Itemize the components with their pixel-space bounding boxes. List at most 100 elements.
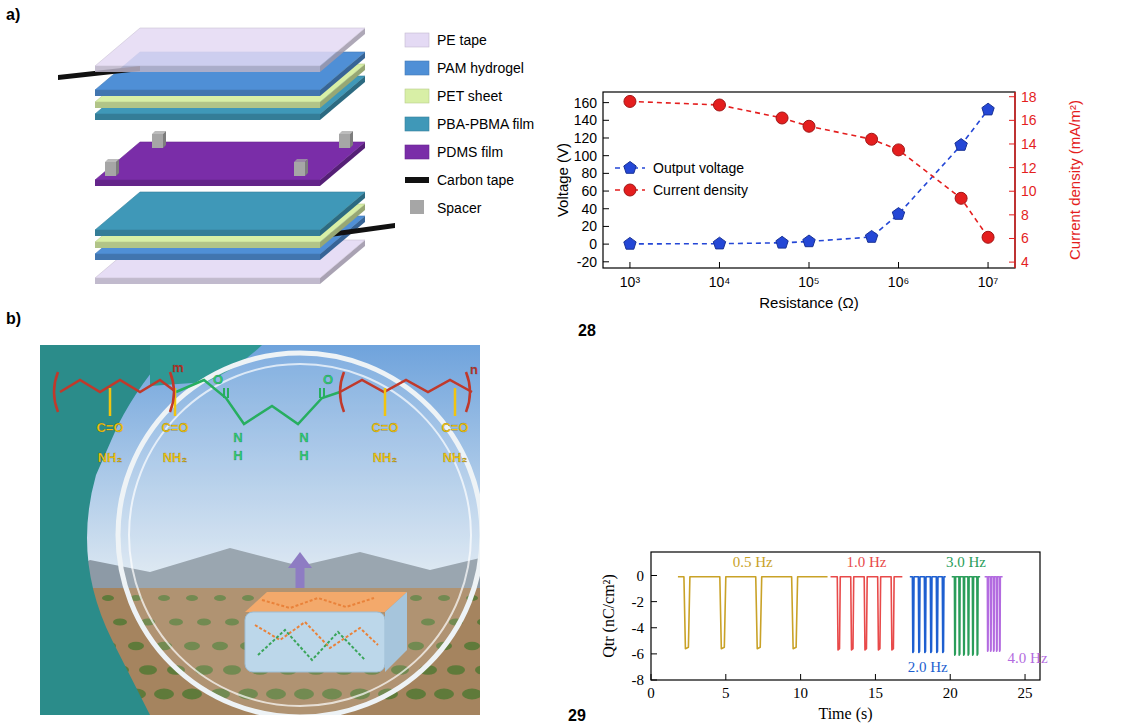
- legend-label: Output voltage: [653, 160, 744, 176]
- plant: [139, 665, 157, 675]
- spacer-side: [350, 131, 353, 148]
- x-tick: [1025, 674, 1026, 680]
- y2-tick-label: 18: [1021, 89, 1037, 105]
- spacer-side: [116, 159, 119, 176]
- y-tick-label: -2: [632, 594, 645, 610]
- legend-label: PDMS film: [437, 144, 503, 160]
- y-tick-label: -6: [632, 646, 645, 662]
- y-tick-label: 60: [581, 183, 597, 199]
- x-tick: [629, 262, 630, 268]
- plant: [477, 618, 480, 625]
- y-tick: [651, 627, 657, 628]
- data-point: [803, 120, 815, 132]
- legend-label: PAM hydrogel: [437, 60, 524, 76]
- polymer-network: [255, 622, 378, 648]
- spacer-front: [105, 162, 116, 176]
- plot-frame: [651, 552, 1040, 680]
- y2-tick-label: 12: [1021, 160, 1037, 176]
- series-line: [678, 577, 828, 649]
- legend-swatch: [405, 117, 429, 131]
- y-tick: [603, 137, 609, 138]
- device-diagram: [58, 28, 395, 284]
- structure-label: H: [233, 448, 242, 463]
- structure-label: O: [323, 372, 333, 387]
- y2-axis: [1014, 92, 1015, 268]
- plant: [462, 689, 480, 700]
- data-point: [713, 237, 725, 249]
- photo: [40, 345, 480, 715]
- structure-label: O: [213, 372, 223, 387]
- x-tick-label: 10⁴: [709, 274, 731, 290]
- y-tick: [603, 173, 609, 174]
- hydrogel-block: [245, 612, 385, 672]
- y2-tick-label: 10: [1021, 183, 1037, 199]
- legend-marker: [624, 162, 636, 174]
- x-axis-title: Resistance (Ω): [759, 294, 859, 311]
- x-tick-label: 10⁵: [798, 274, 819, 290]
- y-tick-label: -8: [632, 672, 645, 688]
- y2-tick: [1009, 167, 1015, 168]
- layer-pba-pbma-film: [95, 192, 365, 236]
- y-tick-label: -4: [632, 620, 645, 636]
- legend-swatch: [405, 89, 429, 103]
- x-tick-label: 20: [943, 685, 958, 701]
- structure-label: C=O: [371, 420, 398, 435]
- plant: [475, 665, 480, 675]
- y-tick: [603, 102, 609, 103]
- x-tick-label: 25: [1018, 685, 1033, 701]
- x-tick-label: 15: [868, 685, 883, 701]
- x-tick: [800, 674, 801, 680]
- petri-dish: [118, 353, 480, 715]
- bracket: [466, 372, 470, 412]
- legend-swatch: [405, 33, 429, 47]
- x-tick: [719, 262, 720, 268]
- hydrogel-side: [385, 592, 407, 672]
- x-tick-label: 10: [793, 685, 808, 701]
- y-tick-label: 20: [581, 218, 597, 234]
- plant: [406, 689, 426, 700]
- x-tick-label: 10⁷: [978, 274, 999, 290]
- arrow-head: [288, 552, 312, 568]
- layer-edge: [95, 102, 320, 108]
- hydrogel-top: [245, 592, 407, 612]
- data-point: [713, 99, 725, 111]
- x-tick: [988, 262, 989, 268]
- legend-swatch: [405, 61, 429, 75]
- plant: [182, 689, 202, 700]
- y2-tick: [1009, 262, 1015, 263]
- polymer-network: [262, 598, 374, 608]
- y2-axis-title: Current density (mA/m²): [1066, 100, 1083, 260]
- y2-tick: [1009, 214, 1015, 215]
- data-point: [982, 103, 994, 115]
- panel-label: a): [6, 6, 20, 23]
- layer-edge: [95, 254, 320, 260]
- y-tick-label: 0: [589, 236, 597, 252]
- plant: [128, 642, 144, 650]
- layer-edge: [95, 230, 320, 236]
- plant: [464, 642, 480, 650]
- y-tick: [603, 191, 609, 192]
- y2-tick: [1009, 143, 1015, 144]
- backbone: [340, 380, 472, 392]
- legend-label: Spacer: [437, 200, 482, 216]
- data-point: [955, 192, 967, 204]
- legend-swatch: [405, 177, 429, 183]
- side-chain: [109, 388, 112, 416]
- x-tick: [898, 262, 899, 268]
- layer-top: [95, 28, 365, 66]
- legend-swatch: [410, 200, 424, 214]
- y-tick-label: 140: [574, 112, 598, 128]
- y-tick-label: 40: [581, 201, 597, 217]
- layer-pe-tape: [95, 28, 365, 72]
- x-tick: [809, 262, 810, 268]
- legend-label: PBA-PBMA film: [437, 116, 534, 132]
- plant: [113, 618, 127, 625]
- spacer-side: [163, 131, 166, 148]
- y2-tick: [1009, 120, 1015, 121]
- series-label: 4.0 Hz: [1008, 650, 1048, 666]
- x-tick: [725, 674, 726, 680]
- plant: [447, 665, 465, 675]
- legend-label: PET sheet: [437, 88, 502, 104]
- series-label: 0.5 Hz: [733, 554, 773, 570]
- y-tick: [651, 575, 657, 576]
